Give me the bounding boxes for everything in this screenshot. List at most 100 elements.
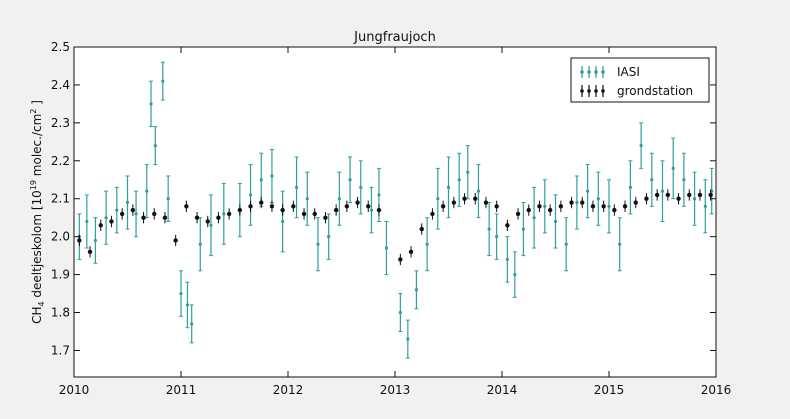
data-point	[505, 223, 510, 228]
data-point	[596, 197, 600, 201]
data-point	[98, 223, 103, 228]
legend-marker	[594, 70, 598, 74]
y-tick-label: 2.0	[51, 230, 70, 244]
y-tick-label: 2.1	[51, 192, 70, 206]
legend-entry-IASI: IASI	[580, 65, 640, 79]
data-point	[294, 185, 299, 189]
data-point	[644, 196, 649, 201]
legend-marker	[587, 89, 591, 93]
data-point	[166, 197, 170, 201]
data-point	[665, 192, 671, 198]
data-point	[270, 174, 274, 178]
data-point	[327, 235, 331, 239]
legend-marker	[594, 89, 598, 93]
data-point	[248, 204, 253, 209]
data-point	[601, 204, 606, 209]
data-point	[553, 219, 558, 224]
legend-marker	[580, 70, 584, 74]
data-point	[153, 144, 157, 148]
data-point	[348, 178, 352, 182]
data-point	[607, 204, 611, 208]
data-point	[425, 242, 429, 246]
data-point	[473, 196, 478, 201]
data-point	[446, 185, 451, 189]
data-point	[237, 207, 243, 213]
data-point	[419, 226, 424, 232]
data-point	[281, 219, 285, 224]
data-point	[650, 178, 654, 182]
data-point	[406, 337, 410, 341]
data-point	[355, 200, 360, 205]
data-point	[580, 200, 585, 205]
y-axis-label: CH4 deeltjeskolom [1019 molec./cm2 ]	[29, 100, 46, 324]
data-point	[569, 200, 574, 205]
data-point	[216, 215, 221, 220]
data-point	[359, 185, 363, 189]
data-point	[526, 207, 531, 213]
x-tick-label: 2010	[59, 383, 90, 397]
y-tick-label: 1.8	[51, 306, 70, 320]
data-point	[125, 200, 130, 205]
data-point	[291, 204, 296, 209]
series-IASI	[77, 61, 714, 359]
chart-title: Jungfraujoch	[353, 30, 436, 45]
data-point	[87, 249, 93, 255]
data-point	[269, 204, 275, 209]
legend-entry-grondstation: grondstation	[580, 84, 693, 98]
data-point	[190, 322, 194, 326]
y-axis: 1.7 1.8 1.9 2.0 2.1 2.2 2.3 2.4 2.5	[51, 40, 716, 357]
data-point	[628, 185, 633, 189]
data-point	[430, 211, 435, 217]
data-point	[687, 192, 692, 198]
data-point	[333, 207, 339, 213]
data-point	[547, 207, 553, 213]
data-point	[366, 204, 371, 209]
y-label-part: 2	[29, 109, 38, 114]
data-point	[93, 238, 97, 243]
data-point	[161, 79, 165, 83]
data-point	[209, 223, 213, 227]
y-label-part: deeltjeskolom [10	[30, 190, 44, 301]
data-point	[697, 192, 703, 198]
data-point	[145, 189, 149, 193]
data-point	[612, 207, 617, 213]
x-tick-label: 2015	[594, 383, 625, 397]
data-point	[408, 249, 414, 255]
x-tick-label: 2013	[380, 383, 411, 397]
data-point	[205, 219, 210, 224]
data-point	[179, 291, 183, 296]
data-point	[440, 204, 446, 209]
legend: IASI grondstation	[570, 57, 710, 103]
data-point	[505, 257, 509, 262]
data-point	[487, 227, 491, 231]
legend-marker	[601, 70, 605, 74]
data-point	[708, 192, 713, 198]
y-label-part: 4	[37, 301, 46, 306]
data-point	[184, 204, 189, 209]
data-point	[130, 207, 136, 213]
data-point	[436, 197, 440, 201]
legend-label: grondstation	[617, 84, 693, 98]
data-point	[162, 215, 168, 220]
x-tick-label: 2012	[273, 383, 304, 397]
y-tick-label: 2.2	[51, 154, 70, 168]
data-point	[494, 204, 499, 209]
data-point	[337, 197, 341, 201]
y-label-part: 19	[29, 180, 38, 190]
data-point	[676, 196, 681, 201]
x-axis: 2010 2011 2012 2013 2014 2015 2016	[59, 47, 731, 397]
data-point	[543, 204, 547, 208]
data-point	[558, 204, 564, 209]
data-point	[185, 303, 190, 307]
data-point	[398, 310, 402, 315]
x-tick-label: 2011	[166, 383, 197, 397]
data-point	[85, 219, 89, 224]
data-point	[104, 216, 108, 220]
data-point	[414, 288, 418, 292]
data-point	[457, 178, 461, 182]
y-tick-label: 2.5	[51, 40, 70, 54]
data-point	[521, 227, 526, 231]
data-point	[369, 208, 374, 212]
